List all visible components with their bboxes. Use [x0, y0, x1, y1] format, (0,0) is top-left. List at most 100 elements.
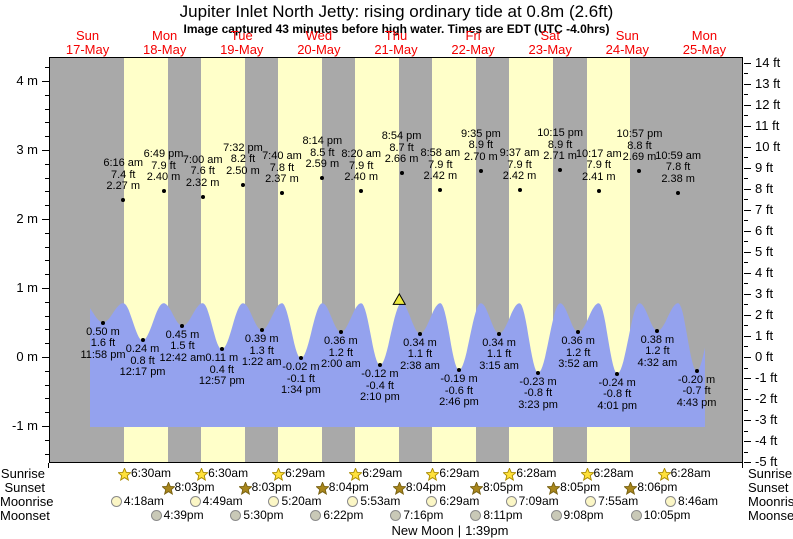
y-axis-tick-right	[744, 251, 751, 253]
sunrise-star-icon	[425, 467, 441, 486]
moonrise-moon-icon	[347, 496, 359, 507]
tide-height-ft: 8.7 ft	[389, 141, 414, 154]
tide-height-ft: 1.1 ft	[486, 348, 512, 361]
tide-height-ft: 7.9 ft	[428, 158, 453, 171]
tide-height-ft: 1.2 ft	[645, 345, 670, 358]
high-tide-annotation: 9:37 am 7.9 ft 2.42 m	[474, 148, 566, 183]
y-axis-minor-tick-right	[744, 430, 748, 432]
y-axis-tick-right	[744, 335, 751, 337]
y-axis-minor-tick-right	[744, 220, 748, 222]
tide-height-m: -0.02 m	[282, 361, 320, 374]
y-axis-tick-right	[744, 146, 751, 148]
low-tide-annotation: 0.50 m 1.6 ft 11:58 pm	[57, 326, 149, 362]
moonrise-circle-glyph	[189, 496, 201, 507]
y-axis-label-feet: -2 ft	[755, 391, 778, 407]
tide-height-ft: 1.2 ft	[565, 346, 591, 359]
high-tide-annotation: 6:16 am 7.4 ft 2.27 m	[77, 158, 169, 193]
low-tide-annotation: 0.36 m 1.2 ft 3:52 am	[532, 336, 624, 371]
sunset-star-icon	[314, 481, 330, 500]
y-axis-label-feet: 2 ft	[755, 306, 774, 322]
moon-phase-name: New Moon	[391, 523, 454, 538]
sunset-time: 8:04pm	[405, 480, 446, 494]
y-axis-label-meters: 0 m	[16, 349, 38, 364]
tide-time: 3:52 am	[558, 358, 599, 371]
moonrise-moon-icon	[110, 496, 122, 507]
low-tide-annotation: -0.02 m -0.1 ft 1:34 pm	[255, 362, 347, 397]
y-axis-label-feet: -5 ft	[755, 454, 778, 470]
moonset-circle-glyph	[230, 510, 242, 521]
low-tide-annotation: 0.34 m 1.1 ft 2:38 am	[374, 337, 466, 373]
tide-time: 2:46 pm	[439, 396, 479, 409]
tide-height-m: 2.42 m	[502, 170, 537, 183]
moonrise-time: 4:49am	[202, 494, 243, 508]
y-axis-minor-tick-left	[45, 67, 49, 69]
high-tide-annotation: 7:40 am 7.8 ft 2.37 m	[236, 151, 328, 186]
y-axis-tick-right	[744, 209, 751, 211]
day-label: Sun 24-May	[587, 29, 667, 56]
chart-subtitle: Image captured 43 minutes before high wa…	[183, 22, 610, 36]
moonrise-circle-glyph	[585, 496, 597, 507]
high-tide-annotation: 8:14 pm 8.5 ft 2.59 m	[276, 136, 368, 171]
y-axis-minor-tick-right	[744, 115, 748, 117]
tide-height-ft: -0.4 ft	[365, 379, 394, 392]
tide-height-ft: 8.9 ft	[468, 139, 494, 152]
tide-height-m: 2.41 m	[581, 170, 616, 183]
y-axis-minor-tick-left	[45, 439, 49, 441]
high-tide-annotation: 6:49 pm 7.9 ft 2.40 m	[118, 149, 210, 184]
tide-height-ft: 7.9 ft	[348, 159, 374, 172]
day-date: 25-May	[682, 41, 727, 57]
low-tide-point-dot	[140, 338, 145, 343]
day-of-week: Sun	[615, 28, 639, 43]
tide-time: 6:49 pm	[143, 148, 184, 161]
y-axis-minor-tick-left	[45, 329, 49, 331]
y-axis-label-feet: 1 ft	[755, 327, 774, 343]
tide-height-ft: 1.3 ft	[249, 344, 274, 357]
moonrise-moon-icon	[189, 496, 201, 507]
moonset-time: 6:22pm	[323, 508, 364, 522]
tide-height-m: 2.42 m	[423, 170, 458, 183]
chart-title: Jupiter Inlet North Jetty: rising ordina…	[179, 2, 614, 21]
y-axis-minor-tick-left	[45, 177, 49, 179]
tide-height-ft: -0.8 ft	[603, 388, 632, 401]
y-axis-label-feet: 3 ft	[755, 285, 774, 301]
high-tide-point-dot	[478, 168, 483, 173]
moonrise-time: 5:20am	[281, 494, 322, 508]
sunset-star-icon	[546, 481, 561, 500]
astro-row-label-left: Sunset	[4, 480, 45, 495]
sunrise-star-icon	[117, 467, 132, 486]
sunset-time: 8:03pm	[174, 480, 215, 494]
sunrise-time: 6:29am	[439, 466, 480, 480]
y-axis-minor-tick-left	[45, 343, 49, 345]
astro-row-label-right: Sunrise	[748, 466, 793, 481]
tide-height-m: -0.20 m	[677, 373, 716, 386]
y-axis-label-feet: 5 ft	[755, 243, 774, 259]
low-tide-point-dot	[576, 330, 581, 335]
moonrise-moon-icon	[426, 496, 438, 507]
high-tide-point-dot	[240, 182, 245, 187]
moonset-circle-glyph	[470, 510, 482, 521]
moonset-moon-icon	[230, 510, 242, 521]
y-axis-tick-right	[744, 230, 751, 232]
day-of-week: Tue	[230, 28, 253, 43]
low-tide-annotation: -0.23 m -0.8 ft 3:23 pm	[492, 376, 584, 412]
high-tide-annotation: 10:17 am 7.9 ft 2.41 m	[553, 148, 645, 184]
moonrise-circle-glyph	[268, 496, 280, 507]
tide-height-m: 2.37 m	[265, 173, 299, 186]
sunrise-star-icon	[656, 467, 672, 486]
high-tide-point-dot	[279, 191, 284, 196]
moonrise-time: 7:09am	[518, 494, 559, 508]
moonrise-time: 4:18am	[123, 494, 164, 508]
day-label: Mon 18-May	[125, 29, 205, 56]
tide-height-ft: 8.9 ft	[547, 138, 573, 151]
tide-time: 2:10 pm	[360, 391, 400, 404]
tide-water-area	[90, 303, 705, 427]
sunrise-star-icon	[502, 467, 518, 486]
tide-height-ft: 0.4 ft	[209, 363, 235, 376]
tide-height-ft: 1.2 ft	[328, 346, 354, 359]
day-label: Sun 17-May	[48, 29, 128, 56]
tide-height-ft: 1.1 ft	[407, 348, 433, 361]
moonset-moon-icon	[310, 510, 322, 521]
tide-height-m: 2.59 m	[305, 158, 340, 171]
y-axis-tick-right	[744, 272, 751, 274]
tide-height-m: 0.45 m	[165, 328, 200, 341]
